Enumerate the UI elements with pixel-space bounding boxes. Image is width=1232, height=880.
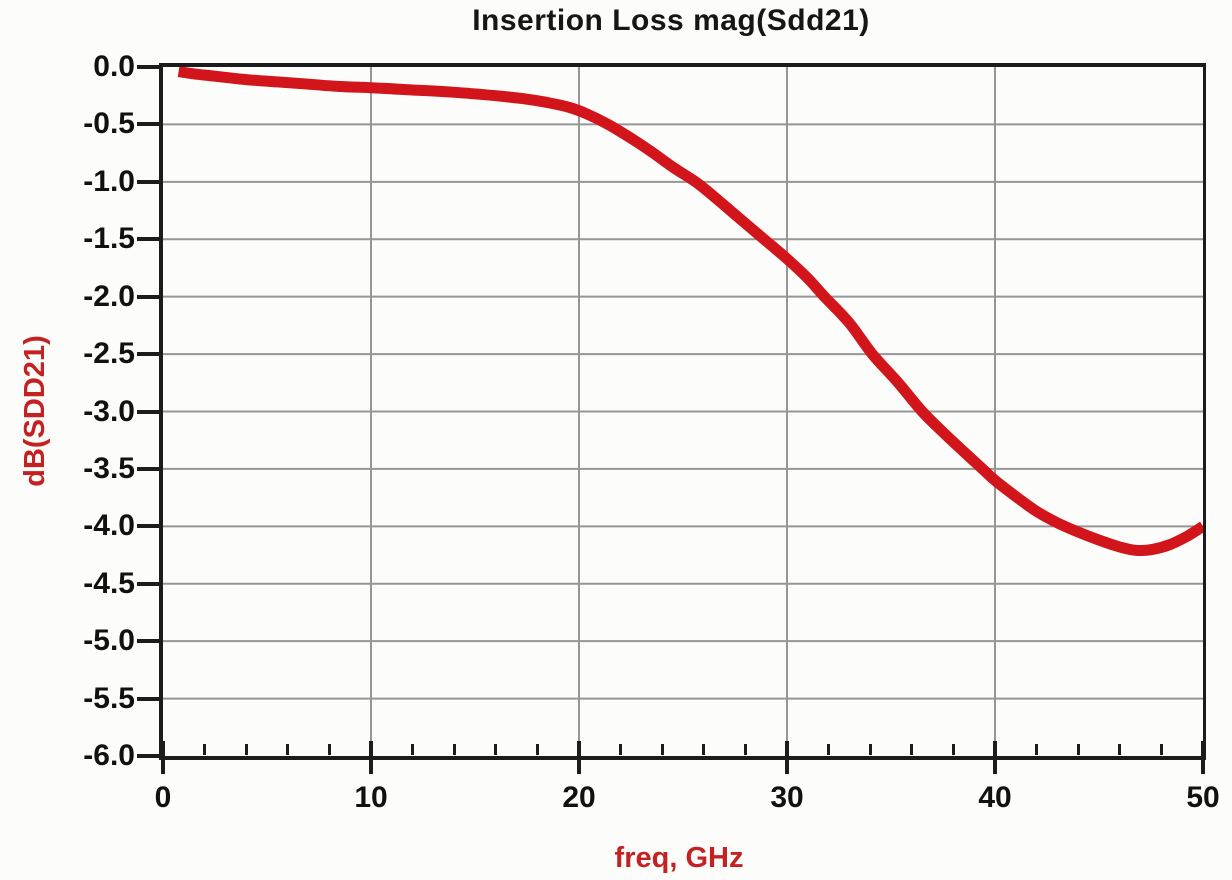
x-axis-minor-tick [702,744,706,755]
y-axis-tick [137,696,163,701]
x-tick-label: 30 [770,781,804,814]
x-axis-minor-tick [1118,744,1122,755]
y-axis-tick [137,754,163,758]
x-axis-major-tick [161,741,165,774]
y-axis-tick [137,466,163,471]
y-tick-label: -3.0 [83,394,135,428]
x-tick-label: 10 [354,781,388,814]
x-axis-minor-tick [244,744,248,755]
chart-title: Insertion Loss mag(Sdd21) [472,4,870,37]
y-tick-label: 0.0 [93,50,135,83]
y-tick-label: -1.5 [83,222,135,256]
y-axis-tick [137,639,163,644]
y-axis-tick [137,122,163,127]
x-axis-minor-tick [619,744,623,755]
y-axis-tick [137,65,163,69]
y-axis-label: dB(SDD21) [19,335,51,487]
plot-svg [163,67,1203,756]
y-axis-tick [137,352,163,357]
curve-dB(SDD21) [177,67,1203,557]
x-axis-minor-tick [951,744,955,755]
x-axis-minor-tick [743,744,747,755]
y-tick-label: -2.0 [83,279,135,313]
x-axis-label: freq, GHz [614,842,744,874]
x-axis-major-tick [1201,741,1205,774]
plot-area [159,63,1206,760]
y-tick-label: -4.0 [83,509,135,543]
x-tick-label: 50 [1186,781,1220,814]
x-axis-major-tick [785,741,789,774]
y-axis-tick [137,294,163,299]
x-axis-minor-tick [1076,744,1080,755]
y-axis-tick [137,409,163,414]
y-axis-tick [137,237,163,242]
x-axis-minor-tick [203,744,207,755]
y-tick-label: -3.5 [83,451,135,485]
y-tick-label: -4.5 [83,566,135,600]
x-axis-minor-tick [910,744,914,755]
y-axis-tick [137,179,163,184]
x-axis-major-tick [577,741,581,774]
x-tick-label: 20 [562,781,596,814]
x-axis-minor-tick [452,744,456,755]
x-axis-major-tick [369,741,373,774]
y-axis-tick [137,524,163,529]
x-axis-minor-tick [660,744,664,755]
x-axis-major-tick [993,741,997,774]
x-axis-minor-tick [1035,744,1039,755]
y-tick-label: -5.5 [83,681,135,715]
x-tick-label: 0 [154,781,172,814]
x-axis-minor-tick [411,744,415,755]
x-tick-label: 40 [978,781,1012,814]
y-axis-tick [137,581,163,586]
y-tick-label: -5.0 [83,624,135,658]
y-tick-label: -0.5 [83,107,135,141]
x-axis-minor-tick [868,744,872,755]
y-tick-label: -2.5 [83,337,135,371]
x-axis-minor-tick [327,744,331,755]
y-tick-label: -1.0 [83,164,135,198]
x-axis-minor-tick [1159,744,1163,755]
x-axis-minor-tick [286,744,290,755]
x-axis-minor-tick [535,744,539,755]
x-axis-minor-tick [827,744,831,755]
y-tick-label: -6.0 [83,739,135,772]
x-axis-minor-tick [494,744,498,755]
